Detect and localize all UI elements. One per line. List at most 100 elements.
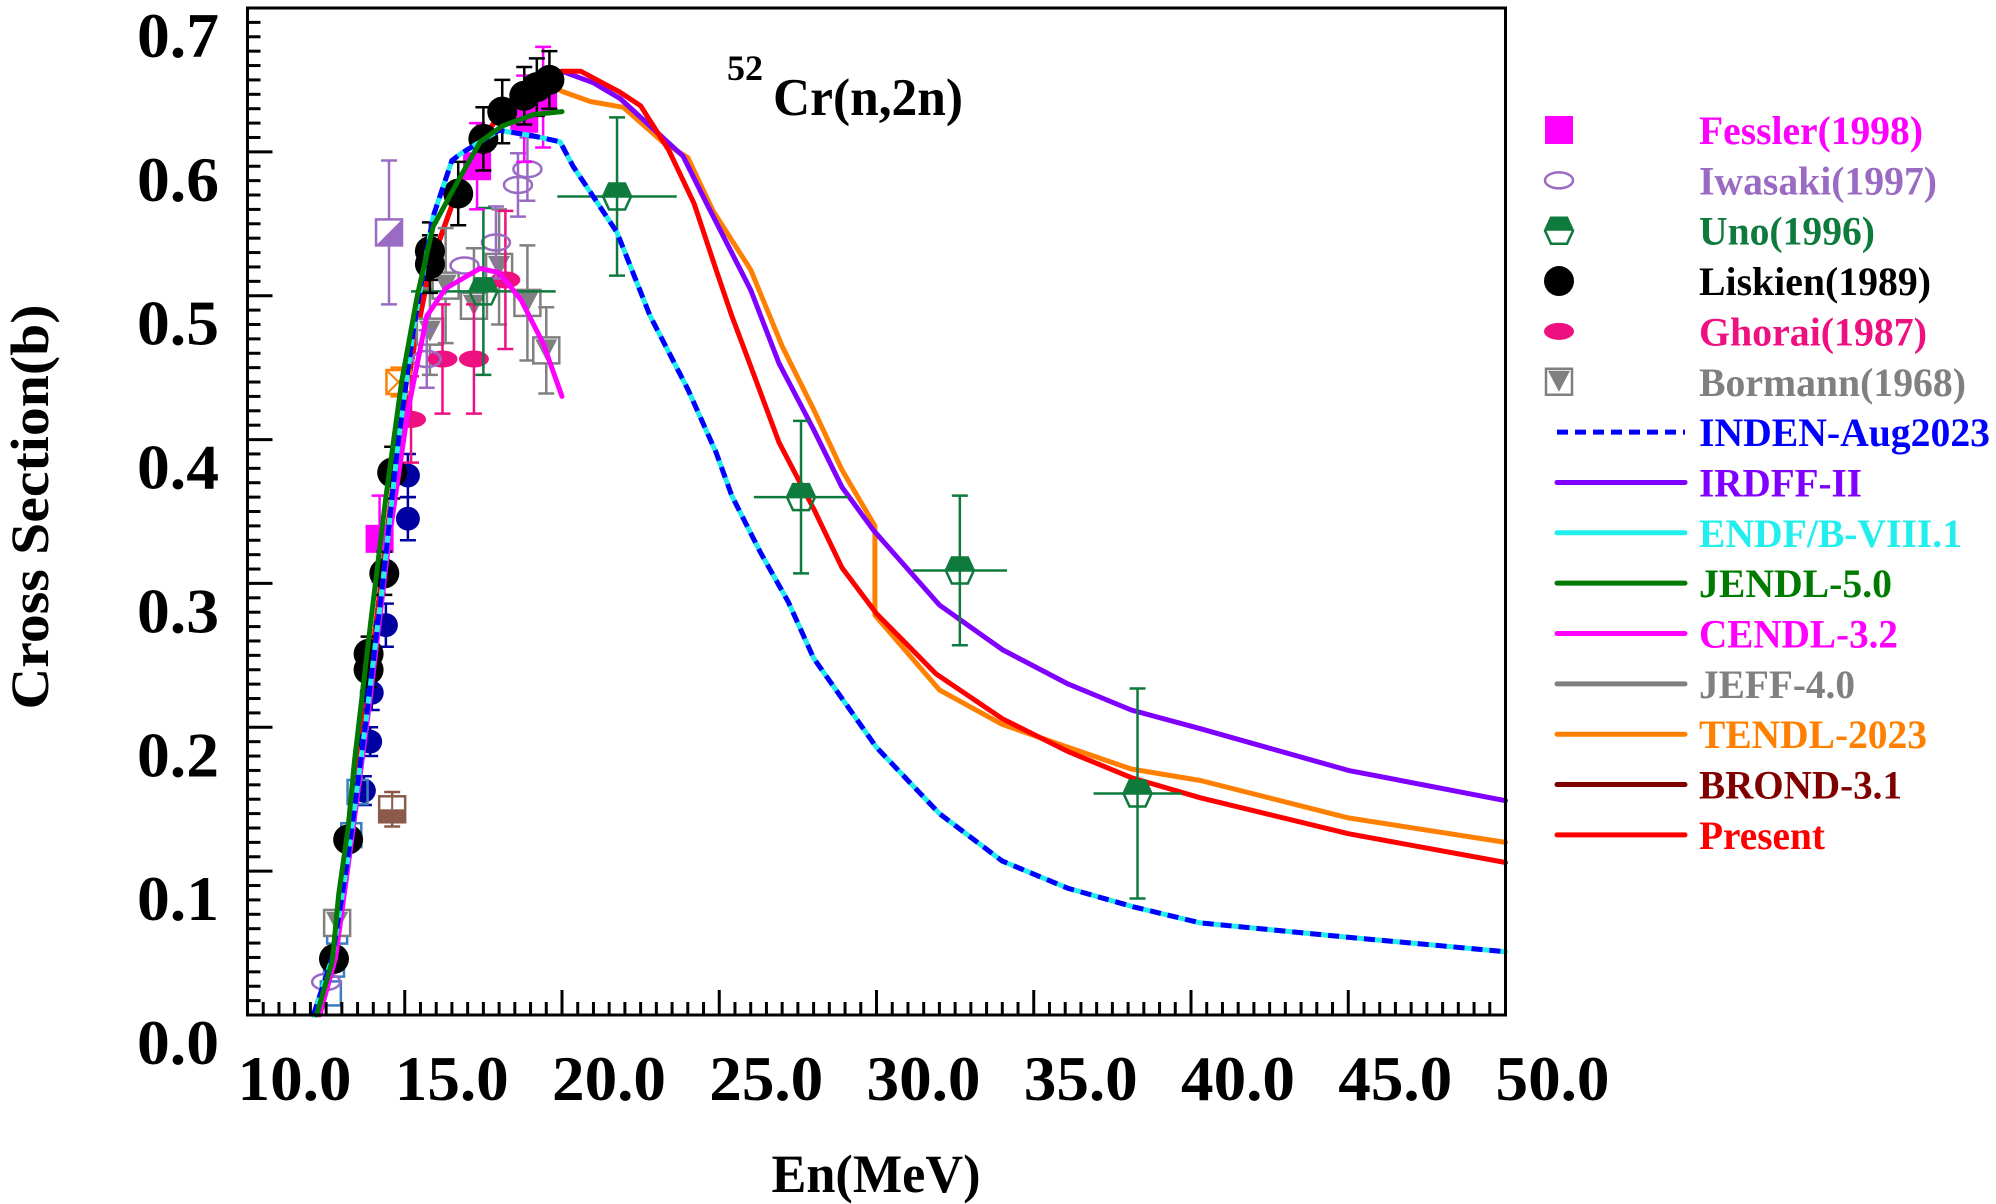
x-tick-label: 25.0	[709, 1043, 823, 1114]
legend-item-jeff-4-0: JEFF-4.0	[1554, 662, 1855, 707]
curve-jendl-5-0	[314, 109, 565, 1018]
marker-shape	[395, 506, 420, 531]
marker-shape	[427, 350, 458, 368]
point-marker	[374, 218, 404, 247]
point-marker	[601, 182, 633, 211]
legend-label: INDEN-Aug2023	[1699, 410, 1990, 455]
x-tick-label: 20.0	[552, 1043, 666, 1114]
curve-present	[311, 68, 1508, 1018]
legend-label: TENDL-2023	[1699, 712, 1927, 757]
curve-tendl-2023	[311, 80, 1508, 1018]
legend-label: Ghorai(1987)	[1699, 309, 1927, 354]
marker-shape	[449, 256, 480, 275]
marker-shape	[945, 557, 974, 571]
marker-shape	[443, 178, 474, 209]
legend-item-tendl-2023: TENDL-2023	[1554, 712, 1927, 757]
data-point	[377, 790, 407, 828]
y-tick-label: 0.4	[137, 432, 219, 503]
marker-shape	[502, 175, 534, 195]
marker-shape	[469, 278, 498, 292]
data-point	[557, 116, 677, 277]
curve-irdff-ii	[311, 68, 1508, 1018]
marker-shape	[434, 274, 457, 296]
marker-outline	[1543, 216, 1575, 245]
legend-label: JENDL-5.0	[1699, 561, 1892, 606]
point-marker	[427, 350, 458, 368]
legend-label: CENDL-3.2	[1699, 612, 1898, 657]
curve-inden-aug2023	[311, 127, 1506, 1016]
point-marker	[534, 64, 565, 95]
point-marker	[480, 233, 512, 252]
point-marker	[411, 349, 443, 369]
y-tick-label: 0.1	[137, 863, 219, 934]
legend-marker	[1544, 266, 1574, 297]
data-point	[374, 159, 404, 306]
legend-marker	[1544, 367, 1574, 396]
legend-label: Fessler(1998)	[1699, 108, 1923, 153]
point-marker	[785, 482, 817, 512]
x-tick-label: 15.0	[395, 1043, 509, 1114]
curve-jeff-4-0	[311, 68, 565, 1018]
series-ghorai-1987	[396, 209, 521, 464]
legend-marker	[1543, 171, 1575, 190]
marker-outline	[601, 182, 633, 211]
marker-shape	[376, 219, 403, 246]
data-point	[484, 208, 514, 326]
point-marker	[502, 175, 534, 195]
chart-title-superscript: 52	[727, 48, 763, 88]
data-point	[411, 206, 556, 377]
legend-label: IRDFF-II	[1699, 460, 1862, 505]
chart-title-main: Cr(n,2n)	[773, 69, 963, 127]
legend-item-liskien-1989: Liskien(1989)	[1544, 259, 1931, 304]
legend-label: Uno(1996)	[1699, 209, 1875, 254]
legend-label: ENDF/B-VIII.1	[1699, 511, 1962, 556]
data-point	[753, 419, 849, 575]
data-point	[449, 256, 480, 275]
axis-ticks	[247, 6, 1507, 1015]
legend-marker	[1544, 322, 1574, 340]
marker-shape	[1544, 322, 1574, 340]
x-tick-label: 35.0	[1024, 1043, 1138, 1114]
data-point	[395, 495, 420, 542]
tick-labels: 10.0 15.0 20.0 25.0 30.0 35.0 40.0 45.0 50.0 0.0 0…	[137, 0, 1610, 1114]
legend-label: Present	[1699, 813, 1826, 858]
legend-item-ghorai-1987: Ghorai(1987)	[1544, 309, 1927, 354]
legend-item-cendl-3-2: CENDL-3.2	[1554, 612, 1898, 657]
marker-shape	[1545, 217, 1573, 231]
marker-shape	[1544, 266, 1574, 297]
legend-marker	[1543, 216, 1575, 245]
y-tick-label: 0.7	[137, 0, 219, 71]
marker-outline	[785, 482, 817, 512]
y-tick-label: 0.2	[137, 719, 219, 790]
legend-label: Bormann(1968)	[1699, 360, 1966, 405]
x-tick-label: 40.0	[1181, 1043, 1295, 1114]
marker-shape	[411, 349, 443, 369]
point-marker	[458, 350, 489, 368]
y-tick-label: 0.6	[137, 144, 219, 215]
curve-cendl-3-2	[317, 265, 565, 1018]
legend-item-inden-aug2023: INDEN-Aug2023	[1557, 410, 1990, 455]
legend-marker	[1545, 116, 1573, 144]
point-marker	[1122, 779, 1153, 808]
evaluation-curves-front	[311, 109, 1508, 1018]
legend-item-brond-3-1: BROND-3.1	[1554, 763, 1902, 808]
point-marker	[377, 795, 407, 824]
marker-shape	[534, 64, 565, 95]
point-marker	[395, 506, 420, 531]
data-point	[1093, 687, 1182, 900]
unlabeled-series-3	[374, 159, 404, 306]
data-point	[443, 160, 474, 227]
marker-shape	[480, 233, 512, 252]
x-axis-title: En(MeV)	[772, 1144, 981, 1204]
legend-item-present: Present	[1554, 813, 1826, 858]
data-point	[534, 49, 565, 110]
marker-shape	[379, 809, 406, 823]
point-marker	[467, 277, 499, 306]
marker-outline	[467, 277, 499, 306]
marker-shape	[1543, 171, 1575, 190]
legend-item-iwasaki-1997: Iwasaki(1997)	[1543, 158, 1937, 203]
y-axis-title: Cross Section(b)	[0, 305, 60, 710]
legend-label: Iwasaki(1997)	[1699, 158, 1937, 203]
marker-outline	[944, 556, 976, 585]
x-tick-label: 45.0	[1338, 1043, 1452, 1114]
